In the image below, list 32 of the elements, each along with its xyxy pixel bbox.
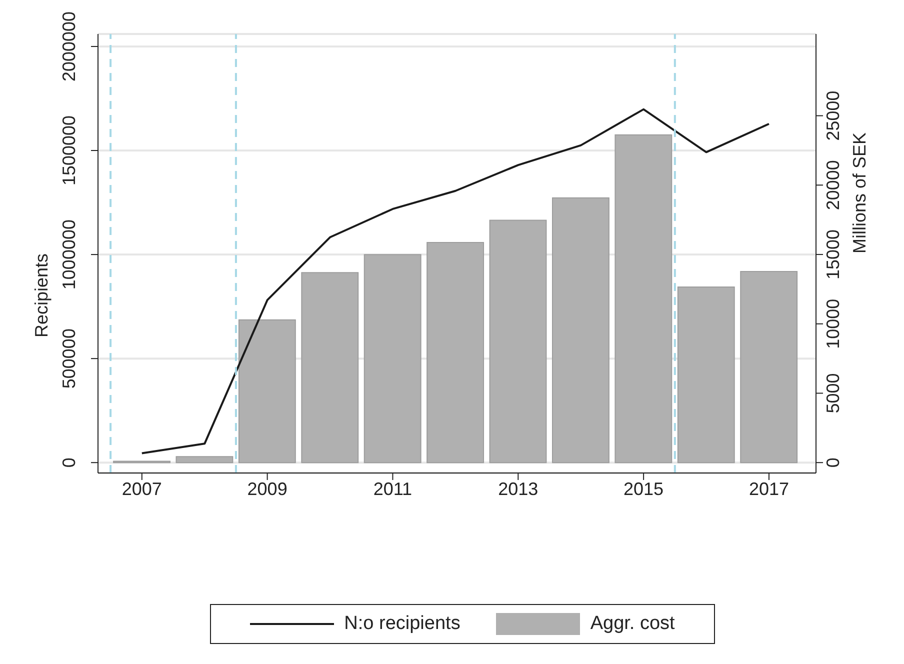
y-tick-label: 500000 — [59, 328, 79, 389]
y2-tick-label: 15000 — [823, 229, 843, 280]
legend-label: Aggr. cost — [590, 613, 675, 635]
y2-tick-label: 20000 — [823, 160, 843, 210]
bar — [301, 272, 359, 464]
x-tick-label: 2009 — [247, 478, 288, 499]
bar — [426, 242, 484, 464]
x-tick-label: 2013 — [498, 478, 538, 499]
y2-tick-label: 25000 — [823, 90, 843, 141]
x-tick-label: 2015 — [624, 478, 664, 499]
bar — [238, 319, 296, 464]
bar — [552, 197, 610, 464]
y2-tick-label: 10000 — [823, 298, 843, 349]
bar — [740, 271, 798, 464]
line-series — [140, 108, 770, 454]
bar — [364, 254, 422, 464]
y2-tick-label: 0 — [823, 458, 843, 468]
x-tick-label: 2007 — [122, 478, 162, 499]
y-tick-label: 1500000 — [59, 115, 79, 186]
bar — [489, 220, 547, 464]
x-tick-label: 2017 — [748, 478, 789, 499]
legend-label: N:o recipients — [344, 613, 460, 635]
y-tick-label: 1000000 — [59, 220, 79, 290]
y2-axis-title: Millions of SEK — [849, 132, 870, 254]
y2-tick-label: 5000 — [823, 373, 843, 414]
y-axis-title: Recipients — [31, 254, 52, 338]
bar — [176, 456, 234, 464]
x-tick-label: 2011 — [373, 478, 412, 499]
bar — [614, 134, 672, 464]
y-tick-label: 2000000 — [59, 11, 79, 82]
y-tick-label: 0 — [59, 458, 79, 468]
bar — [677, 286, 735, 464]
